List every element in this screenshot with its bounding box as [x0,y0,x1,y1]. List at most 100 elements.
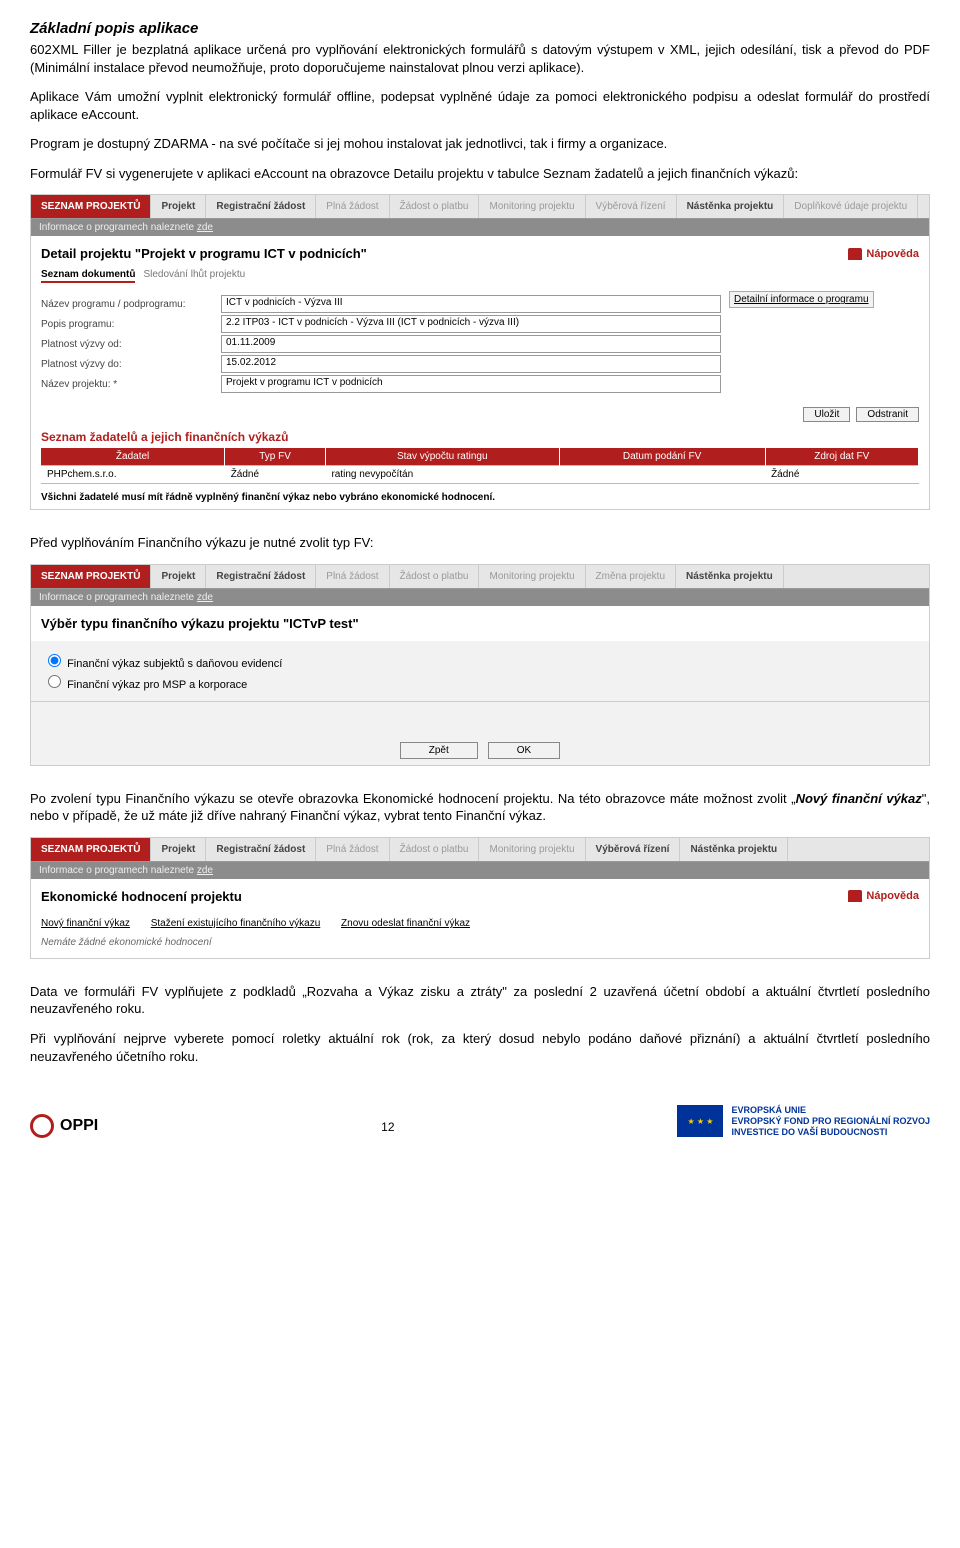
paragraph: Před vyplňováním Finančního výkazu je nu… [30,534,930,552]
screenshot-detail-projektu: SEZNAM PROJEKTŮ Projekt Registrační žádo… [30,194,930,510]
tab-nastenka[interactable]: Nástěnka projektu [680,838,788,861]
info-text: Informace o programech naleznete [39,865,197,876]
cell-zadatel: PHPchem.s.r.o. [41,466,225,484]
link-stazeni-fv[interactable]: Stažení existujícího finančního výkazu [151,918,321,929]
note-text: Všichni žadatelé musí mít řádně vyplněný… [41,492,919,503]
paragraph: 602XML Filler je bezplatná aplikace urče… [30,41,930,76]
save-button[interactable]: Uložit [803,407,850,422]
oppi-logo: OPPI [30,1114,98,1138]
tab-plna-zadost[interactable]: Plná žádost [316,838,389,861]
cell-typ-fv: Žádné [225,466,326,484]
tab-seznam-projektu[interactable]: SEZNAM PROJEKTŮ [31,565,151,588]
info-text: Informace o programech naleznete [39,592,197,603]
tab-registracni-zadost[interactable]: Registrační žádost [206,565,316,588]
field-label: Popis programu: [41,319,221,330]
delete-button[interactable]: Odstranit [856,407,919,422]
link-novy-fv[interactable]: Nový finanční výkaz [41,918,130,929]
page-footer: OPPI 12 ★ ★ ★ EVROPSKÁ UNIE EVROPSKÝ FON… [30,1105,930,1137]
page-title: Výběr typu finančního výkazu projektu "I… [41,616,359,631]
tab-monitoring[interactable]: Monitoring projektu [479,838,585,861]
tab-nastenka[interactable]: Nástěnka projektu [676,565,784,588]
paragraph: Formulář FV si vygenerujete v aplikaci e… [30,165,930,183]
tab-doplnkove[interactable]: Doplňkové údaje projektu [784,195,918,218]
subtab-sledovani-lhut[interactable]: Sledování lhůt projektu [143,269,245,283]
tab-plna-zadost[interactable]: Plná žádost [316,195,389,218]
back-button[interactable]: Zpět [400,742,478,759]
table-row[interactable]: PHPchem.s.r.o. Žádné rating nevypočítán … [41,466,919,484]
tab-seznam-projektu[interactable]: SEZNAM PROJEKTŮ [31,838,151,861]
nav-tabs: SEZNAM PROJEKTŮ Projekt Registrační žádo… [31,565,929,589]
tab-projekt[interactable]: Projekt [151,565,206,588]
tab-zadost-o-platbu[interactable]: Žádost o platbu [390,195,480,218]
field-label: Platnost výzvy do: [41,359,221,370]
page-title: Ekonomické hodnocení projektu [41,889,242,904]
radio-msp-korporace[interactable]: Finanční výkaz pro MSP a korporace [43,672,917,691]
info-link-zde[interactable]: zde [197,222,213,233]
cell-datum [559,466,765,484]
field-platnost-do[interactable]: 15.02.2012 [221,355,721,373]
link-detailni-informace[interactable]: Detailní informace o programu [729,291,874,308]
th-typ-fv: Typ FV [225,448,326,466]
ok-button[interactable]: OK [488,742,560,759]
tab-seznam-projektu[interactable]: SEZNAM PROJEKTŮ [31,195,151,218]
tab-vyberova-rizeni[interactable]: Výběrová řízení [586,838,681,861]
field-platnost-od[interactable]: 01.11.2009 [221,335,721,353]
sub-tabs: Seznam dokumentů Sledování lhůt projektu [41,269,919,283]
radio-input[interactable] [48,654,61,667]
paragraph: Po zvolení typu Finančního výkazu se ote… [30,790,930,825]
cell-zdroj: Žádné [765,466,918,484]
tab-registracni-zadost[interactable]: Registrační žádost [206,195,316,218]
tab-monitoring[interactable]: Monitoring projektu [479,565,585,588]
paragraph: Program je dostupný ZDARMA - na své počí… [30,135,930,153]
emphasized-term: Nový finanční výkaz [796,791,922,806]
tab-vyberova-rizeni[interactable]: Výběrová řízení [586,195,677,218]
book-icon [848,248,862,260]
field-nazev-projektu[interactable]: Projekt v programu ICT v podnicích [221,375,721,393]
tab-projekt[interactable]: Projekt [151,838,206,861]
radio-group-typ-fv: Finanční výkaz subjektů s daňovou eviden… [31,641,929,701]
info-link-zde[interactable]: zde [197,865,213,876]
tab-projekt[interactable]: Projekt [151,195,206,218]
info-bar: Informace o programech naleznete zde [31,589,929,606]
tab-zadost-o-platbu[interactable]: Žádost o platbu [390,565,480,588]
help-link[interactable]: Nápověda [848,890,919,902]
th-stav-ratingu: Stav výpočtu ratingu [325,448,559,466]
screenshot-ekonomicke-hodnoceni: SEZNAM PROJEKTŮ Projekt Registrační žádo… [30,837,930,959]
field-label: Název projektu: * [41,379,221,390]
paragraph: Data ve formuláři FV vyplňujete z podkla… [30,983,930,1018]
link-znovu-odeslat[interactable]: Znovu odeslat finanční výkaz [341,918,470,929]
tab-zmena-projektu[interactable]: Změna projektu [586,565,676,588]
screenshot-vyber-typu-fv: SEZNAM PROJEKTŮ Projekt Registrační žádo… [30,564,930,766]
field-label: Název programu / podprogramu: [41,299,221,310]
tab-plna-zadost[interactable]: Plná žádost [316,565,389,588]
page-number: 12 [381,1120,394,1138]
section-heading: Základní popis aplikace [30,20,930,37]
tab-zadost-o-platbu[interactable]: Žádost o platbu [390,838,480,861]
action-links: Nový finanční výkaz Stažení existujícího… [31,914,929,933]
radio-input[interactable] [48,675,61,688]
field-popis-programu[interactable]: 2.2 ITP03 - ICT v podnicích - Výzva III … [221,315,721,333]
field-nazev-programu[interactable]: ICT v podnicích - Výzva III [221,295,721,313]
info-bar: Informace o programech naleznete zde [31,219,929,236]
info-link-zde[interactable]: zde [197,592,213,603]
field-label: Platnost výzvy od: [41,339,221,350]
eu-text: EVROPSKÁ UNIE EVROPSKÝ FOND PRO REGIONÁL… [731,1105,930,1137]
th-datum-podani: Datum podání FV [559,448,765,466]
tab-monitoring[interactable]: Monitoring projektu [479,195,585,218]
th-zadatel: Žadatel [41,448,225,466]
section-title-seznam-zadatelu: Seznam žadatelů a jejich finančních výka… [41,430,919,444]
th-zdroj-dat: Zdroj dat FV [765,448,918,466]
book-icon [848,890,862,902]
tab-registracni-zadost[interactable]: Registrační žádost [206,838,316,861]
eu-logo-block: ★ ★ ★ EVROPSKÁ UNIE EVROPSKÝ FOND PRO RE… [677,1105,930,1137]
info-text: Informace o programech naleznete [39,222,197,233]
eu-flag-icon: ★ ★ ★ [677,1105,723,1137]
nav-tabs: SEZNAM PROJEKTŮ Projekt Registrační žádo… [31,838,929,862]
subtab-seznam-dokumentu[interactable]: Seznam dokumentů [41,269,135,283]
help-link[interactable]: Nápověda [848,248,919,260]
oppi-icon [30,1114,54,1138]
tab-nastenka[interactable]: Nástěnka projektu [677,195,785,218]
paragraph: Aplikace Vám umožní vyplnit elektronický… [30,88,930,123]
radio-danove-evidence[interactable]: Finanční výkaz subjektů s daňovou eviden… [43,651,917,670]
cell-stav: rating nevypočítán [325,466,559,484]
